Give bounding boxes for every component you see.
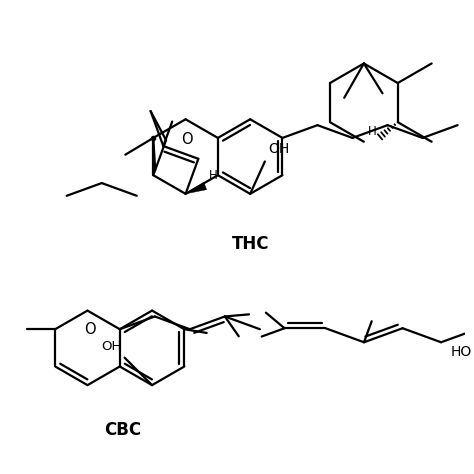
Text: O: O xyxy=(83,322,95,337)
Text: H: H xyxy=(209,169,218,182)
Text: THC: THC xyxy=(231,235,269,253)
Polygon shape xyxy=(186,182,207,194)
Text: O: O xyxy=(181,132,192,147)
Text: CBC: CBC xyxy=(104,421,141,439)
Text: OH: OH xyxy=(101,340,122,353)
Text: OH: OH xyxy=(268,142,289,155)
Text: H: H xyxy=(367,126,376,138)
Text: HO: HO xyxy=(451,345,472,359)
